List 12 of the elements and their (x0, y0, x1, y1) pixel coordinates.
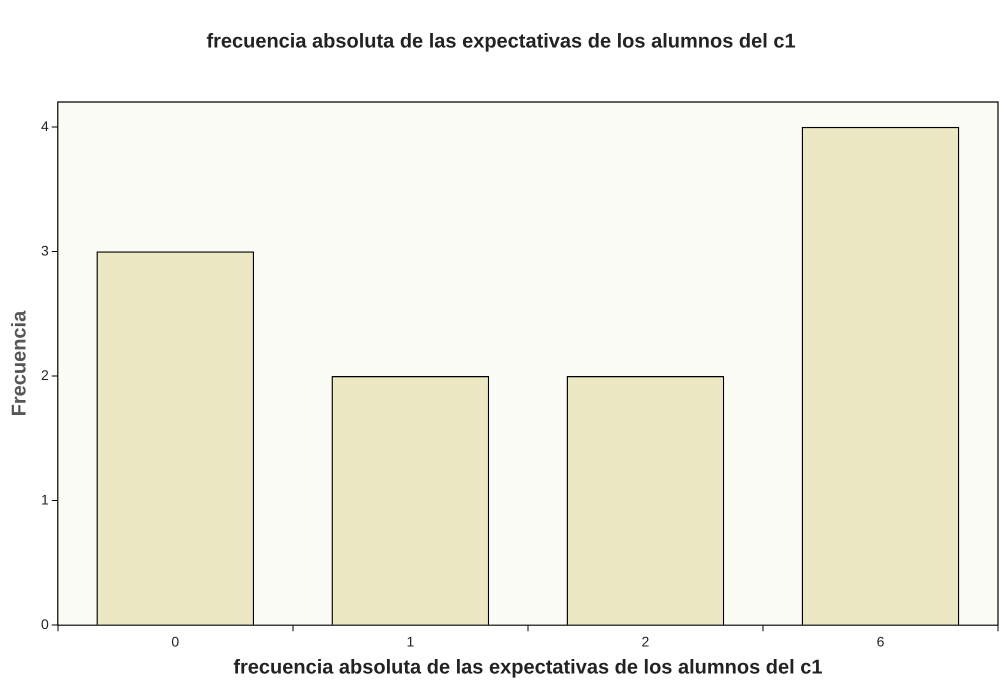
y-tick-label: 1 (40, 491, 49, 508)
y-tick-label: 2 (40, 366, 49, 383)
y-tick-label: 0 (40, 616, 49, 632)
x-tick-label: 0 (171, 633, 180, 650)
y-tick-label: 3 (40, 242, 49, 258)
x-tick-label: 1 (406, 633, 414, 650)
x-tick-label: 2 (642, 633, 650, 650)
y-tick-label: 4 (40, 118, 49, 134)
chart-title: frecuencia absoluta de las expectativas de los alumnos del c1 (206, 30, 796, 53)
x-axis-title: frecuencia absoluta de las expectativas de los alumnos del c1 (233, 656, 822, 679)
x-tick-label: 6 (876, 633, 885, 650)
y-axis-title: Frecuencia (8, 310, 31, 416)
